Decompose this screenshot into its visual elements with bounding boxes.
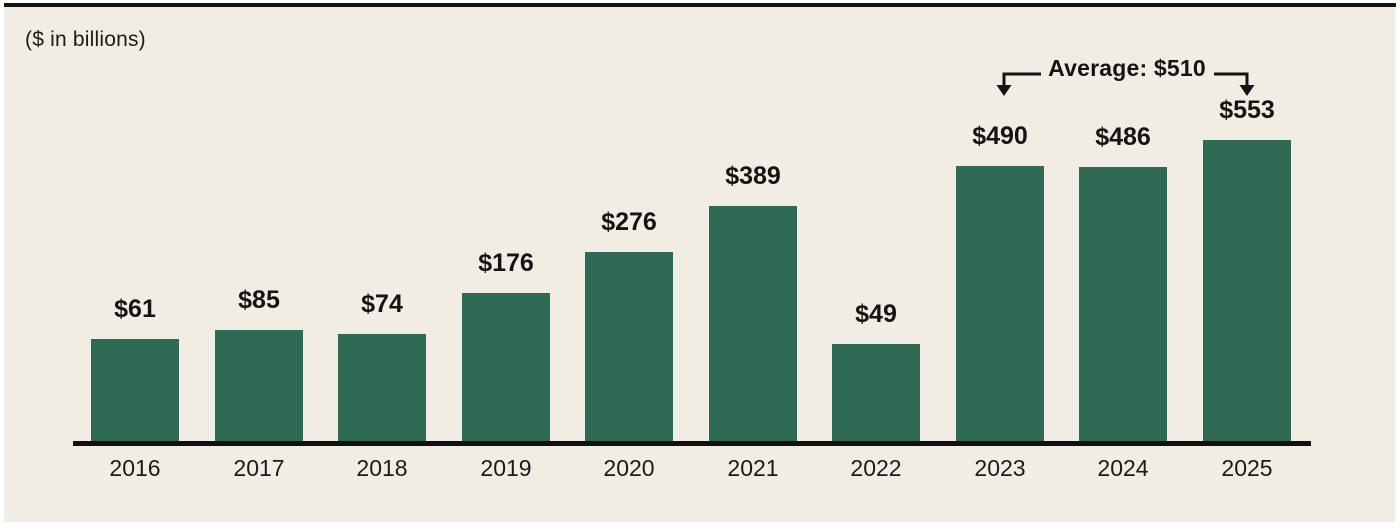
- bar-2023: [956, 166, 1044, 441]
- bar-year-label-2020: 2020: [603, 455, 655, 481]
- bar-value-label-2018: $74: [361, 290, 403, 318]
- bar-year-label-2025: 2025: [1221, 455, 1273, 481]
- average-annotation-label: Average: $510: [1048, 55, 1206, 81]
- bar-2018: [338, 334, 426, 441]
- bar-2020: [585, 252, 673, 441]
- bar-year-label-2016: 2016: [109, 455, 161, 481]
- top-border-rule: [4, 3, 1396, 7]
- average-annotation-arrows: [996, 72, 1255, 96]
- chart-panel: ($ in billions) Average: $510 $61 2016 $85…: [4, 7, 1395, 522]
- bar-2019: [462, 293, 550, 441]
- bar-value-label-2019: $176: [478, 249, 534, 277]
- bar-2025: [1203, 140, 1291, 441]
- bar-year-label-2017: 2017: [233, 455, 285, 481]
- bar-year-label-2021: 2021: [727, 455, 779, 481]
- bar-year-label-2022: 2022: [850, 455, 902, 481]
- bar-year-label-2024: 2024: [1097, 455, 1149, 481]
- bar-value-label-2016: $61: [114, 295, 156, 323]
- bar-value-label-2024: $486: [1095, 123, 1151, 151]
- bar-year-label-2019: 2019: [480, 455, 532, 481]
- average-right-arrow: [1214, 72, 1255, 96]
- bar-value-label-2025: $553: [1219, 96, 1275, 124]
- bar-value-label-2022: $49: [855, 300, 897, 328]
- bar-value-label-2020: $276: [601, 208, 657, 236]
- bar-2016: [91, 339, 179, 441]
- bar-2021: [709, 206, 797, 441]
- bar-value-label-2023: $490: [972, 122, 1028, 150]
- bar-2024: [1079, 167, 1167, 441]
- x-axis-line: [73, 441, 1311, 446]
- bar-value-label-2021: $389: [725, 162, 781, 190]
- bar-2022: [832, 344, 920, 441]
- bar-year-label-2018: 2018: [356, 455, 408, 481]
- units-label: ($ in billions): [25, 28, 146, 51]
- bar-year-label-2023: 2023: [974, 455, 1026, 481]
- bar-value-label-2017: $85: [238, 286, 280, 314]
- average-left-arrow: [996, 72, 1041, 96]
- bar-2017: [215, 330, 303, 441]
